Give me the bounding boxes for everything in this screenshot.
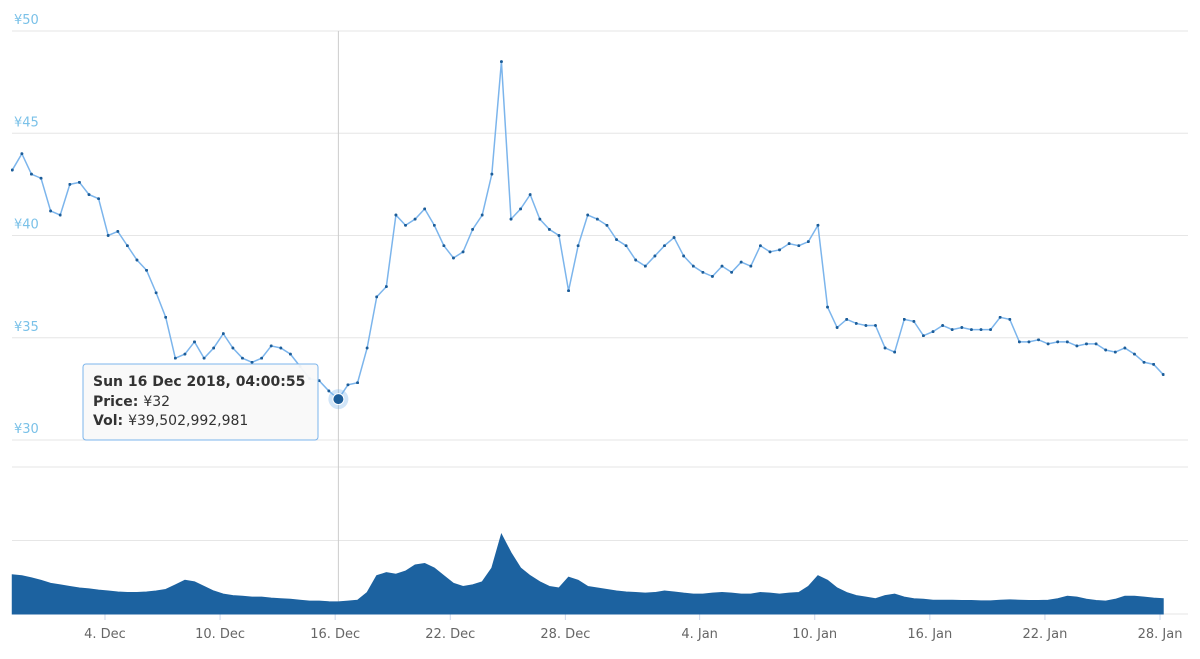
y-tick-label: ¥30 bbox=[14, 422, 39, 437]
price-line bbox=[10, 60, 1165, 401]
y-tick-label: ¥35 bbox=[14, 320, 39, 335]
y-tick-label: ¥40 bbox=[14, 218, 39, 233]
tooltip-value: ¥32 bbox=[143, 394, 170, 410]
y-tick-label: ¥45 bbox=[14, 115, 39, 130]
hover-point bbox=[332, 393, 345, 406]
tooltip-row: Price: ¥32 bbox=[93, 394, 170, 410]
x-tick-label: 22. Jan bbox=[1023, 627, 1068, 642]
grid: ¥30 ¥35 ¥40 ¥45 ¥50 4. Dec 10. Dec 16. Dec 22. D… bbox=[12, 13, 1188, 642]
tooltip-value: ¥39,502,992,981 bbox=[128, 413, 248, 429]
x-tick-label: 16. Jan bbox=[907, 627, 952, 642]
x-tick-label: 4. Dec bbox=[84, 627, 126, 642]
x-tick-label: 22. Dec bbox=[425, 627, 475, 642]
x-tick-label: 10. Dec bbox=[195, 627, 245, 642]
x-tick-label: 16. Dec bbox=[310, 627, 360, 642]
x-tick-label: 28. Dec bbox=[540, 627, 590, 642]
tooltip-label: Price: bbox=[93, 394, 138, 410]
x-tick-label: 4. Jan bbox=[681, 627, 718, 642]
tooltip-row: Vol: ¥39,502,992,981 bbox=[93, 413, 248, 429]
x-tick-label: 10. Jan bbox=[792, 627, 837, 642]
tooltip-box bbox=[82, 363, 319, 441]
tooltip-label: Vol: bbox=[93, 413, 123, 429]
plot bbox=[10, 31, 1165, 615]
y-tick-label: ¥50 bbox=[14, 13, 39, 28]
tooltip: Sun 16 Dec 2018, 04:00:55 Price: ¥32 Vol: ¥3… bbox=[82, 363, 349, 441]
x-tick-label: 28. Jan bbox=[1138, 627, 1183, 642]
tooltip-title: Sun 16 Dec 2018, 04:00:55 bbox=[93, 374, 305, 390]
volume-area bbox=[11, 533, 1164, 615]
